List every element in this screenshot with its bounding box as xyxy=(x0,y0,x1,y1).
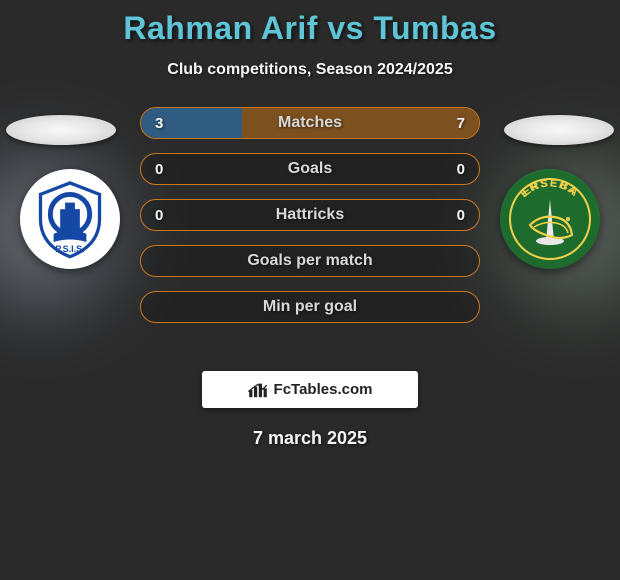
bar-label: Min per goal xyxy=(263,298,357,316)
bar-chart-icon xyxy=(248,382,268,398)
date-text: 7 march 2025 xyxy=(0,428,620,449)
persebaya-crest-icon: ERSEBA ERSEBA xyxy=(500,169,600,269)
stat-bars: 3 7 Matches 0 0 Goals 0 0 Hattricks Goals per mat… xyxy=(140,107,480,337)
bar-label: Goals per match xyxy=(247,252,372,270)
bar-label: Goals xyxy=(288,160,332,178)
bar-value-left: 0 xyxy=(155,161,163,178)
stat-bar: Min per goal xyxy=(140,291,480,323)
bar-value-left: 3 xyxy=(155,115,163,132)
player-ellipse-left xyxy=(6,115,116,145)
page-title: Rahman Arif vs Tumbas xyxy=(0,0,620,47)
watermark: FcTables.com xyxy=(202,371,418,408)
watermark-text: FcTables.com xyxy=(274,381,373,398)
player-ellipse-right xyxy=(504,115,614,145)
bar-value-left: 0 xyxy=(155,207,163,224)
bar-value-right: 0 xyxy=(457,207,465,224)
bar-value-right: 0 xyxy=(457,161,465,178)
stat-bar: 0 0 Hattricks xyxy=(140,199,480,231)
stat-bar: 3 7 Matches xyxy=(140,107,480,139)
comparison-panel: P.S.I.S. ERSEBA ERSEBA 37Matches00Goals0… xyxy=(0,107,620,367)
club-crest-left: P.S.I.S. xyxy=(20,169,120,269)
bar-label: Matches xyxy=(278,114,342,132)
club-crest-right: ERSEBA ERSEBA xyxy=(500,169,600,269)
psis-crest-icon: P.S.I.S. xyxy=(29,178,111,260)
subtitle: Club competitions, Season 2024/2025 xyxy=(0,61,620,79)
stat-bar: Goals per match xyxy=(140,245,480,277)
bar-value-right: 7 xyxy=(457,115,465,132)
stat-bar: 0 0 Goals xyxy=(140,153,480,185)
bar-label: Hattricks xyxy=(276,206,344,224)
svg-text:P.S.I.S.: P.S.I.S. xyxy=(55,244,84,254)
